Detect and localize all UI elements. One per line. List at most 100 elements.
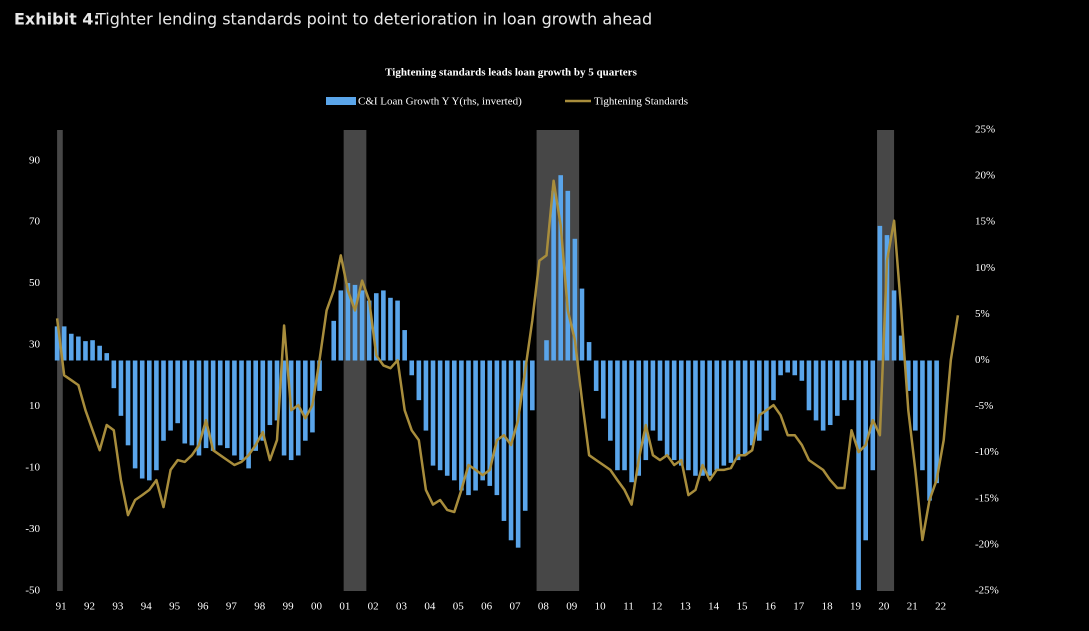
bar <box>331 320 337 361</box>
bar <box>849 360 854 401</box>
bar <box>565 190 571 361</box>
bar <box>452 360 457 481</box>
y-tick-label: -30 <box>25 523 40 535</box>
y-tick-label: 50 <box>29 277 41 289</box>
bar <box>182 360 188 444</box>
bar <box>650 360 656 431</box>
bar <box>792 360 798 376</box>
bar <box>253 360 258 451</box>
y2-tick-label: 15% <box>975 216 995 228</box>
bar <box>359 290 365 361</box>
bar <box>168 360 173 431</box>
bar <box>842 360 847 401</box>
bar <box>317 360 322 391</box>
bar <box>494 360 500 496</box>
legend-swatch <box>326 97 356 105</box>
bar <box>125 360 131 446</box>
bar <box>657 360 663 441</box>
bar <box>515 360 521 548</box>
x-tick-label: 91 <box>56 601 67 613</box>
bar <box>423 360 429 431</box>
bar <box>622 360 627 471</box>
x-tick-label: 06 <box>481 601 493 613</box>
bar <box>920 360 925 471</box>
y2-tick-label: -20% <box>975 538 999 550</box>
bar <box>139 360 145 479</box>
y2-tick-label: -25% <box>975 585 999 597</box>
bar <box>68 333 74 361</box>
legend-label: C&I Loan Growth Y Y(rhs, inverted) <box>358 96 522 108</box>
bar <box>161 360 166 441</box>
bar <box>303 360 308 441</box>
bar <box>274 360 280 421</box>
exhibit-label: Exhibit 4: <box>14 10 100 29</box>
bar <box>267 360 273 426</box>
bar <box>593 360 599 391</box>
bar <box>217 360 223 446</box>
x-tick-label: 93 <box>112 601 124 613</box>
y2-tick-label: -15% <box>975 492 999 504</box>
x-tick-label: 98 <box>254 601 266 613</box>
bar <box>934 360 939 484</box>
bar <box>742 360 748 456</box>
bar <box>232 360 237 456</box>
bar <box>480 360 485 481</box>
bar <box>728 360 734 463</box>
y2-tick-label: 0% <box>975 354 990 366</box>
x-tick-label: 14 <box>708 601 720 613</box>
bar <box>210 360 216 451</box>
bar <box>381 290 386 361</box>
x-tick-label: 00 <box>311 601 323 613</box>
bar <box>678 360 684 466</box>
bar <box>246 360 251 469</box>
y2-tick-label: -10% <box>975 446 999 458</box>
y-tick-label: 90 <box>29 154 41 166</box>
bar <box>388 297 393 361</box>
bar <box>295 360 301 456</box>
bar <box>402 330 407 361</box>
bar <box>487 360 493 486</box>
bar <box>735 360 741 461</box>
bar <box>118 360 124 416</box>
bar <box>416 360 422 401</box>
x-tick-label: 18 <box>822 601 834 613</box>
x-tick-label: 19 <box>850 601 862 613</box>
bar <box>891 290 897 361</box>
bar <box>345 283 351 361</box>
bar <box>104 353 110 361</box>
x-tick-label: 09 <box>566 601 578 613</box>
bar <box>473 360 478 491</box>
bar <box>671 360 677 461</box>
x-tick-label: 97 <box>226 601 238 613</box>
bar <box>693 360 698 476</box>
y-tick-label: -50 <box>25 585 40 597</box>
bar <box>905 360 911 391</box>
bar <box>90 340 95 361</box>
line <box>55 179 960 542</box>
bar <box>352 284 358 361</box>
bar <box>771 360 776 401</box>
bar <box>799 360 805 381</box>
bar <box>785 360 790 373</box>
y-tick-label: 10 <box>29 400 41 412</box>
bar <box>551 190 556 361</box>
bar <box>395 300 400 361</box>
y2-tick-label: 20% <box>975 170 995 182</box>
chart-subtitle: Tightening standards leads loan growth b… <box>385 67 637 79</box>
bar <box>820 360 826 431</box>
bar <box>132 360 138 469</box>
bar <box>827 360 833 426</box>
x-tick-label: 96 <box>197 601 209 613</box>
x-tick-label: 92 <box>84 601 95 613</box>
bar <box>501 360 507 521</box>
bar <box>898 335 904 361</box>
bar <box>544 340 549 361</box>
x-tick-label: 16 <box>765 601 777 613</box>
x-tick-label: 99 <box>283 601 295 613</box>
bar <box>757 360 762 441</box>
bar <box>700 360 705 476</box>
bar <box>530 360 535 411</box>
bar <box>643 360 649 461</box>
bar <box>203 360 209 449</box>
bar <box>310 360 315 433</box>
